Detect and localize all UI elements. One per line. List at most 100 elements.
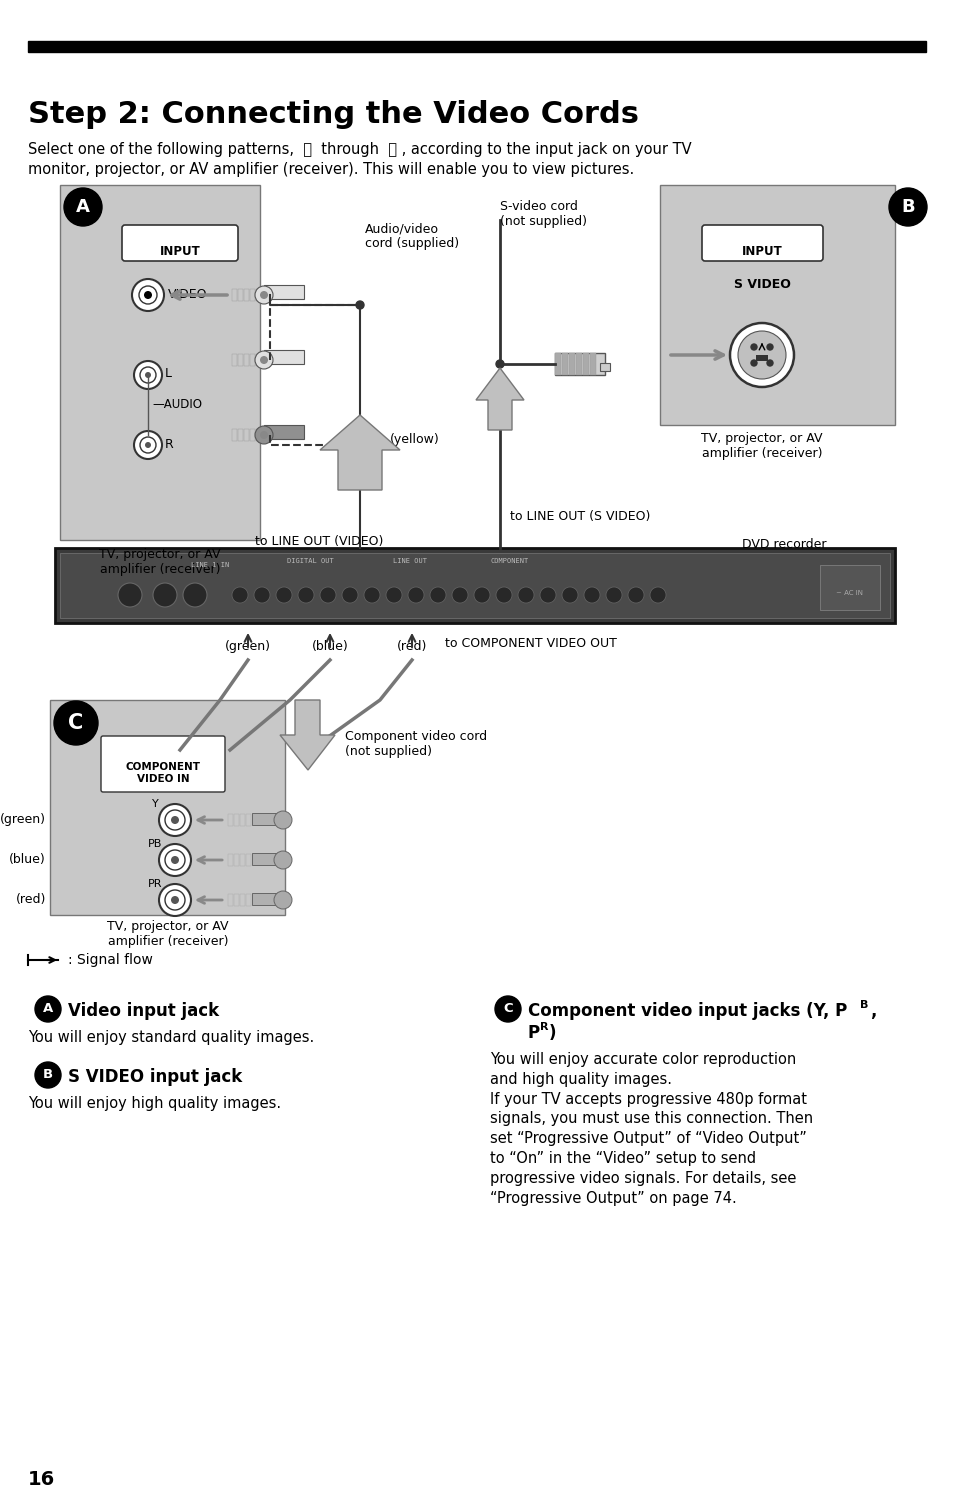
Circle shape bbox=[474, 587, 490, 603]
Bar bbox=[228, 814, 233, 826]
Text: Component video cord
(not supplied): Component video cord (not supplied) bbox=[345, 730, 487, 758]
Text: C: C bbox=[69, 713, 84, 733]
Circle shape bbox=[159, 884, 191, 915]
Circle shape bbox=[145, 372, 151, 377]
Circle shape bbox=[171, 816, 179, 825]
Bar bbox=[250, 429, 254, 441]
Text: Y: Y bbox=[152, 799, 158, 808]
Circle shape bbox=[539, 587, 556, 603]
Text: —AUDIO: —AUDIO bbox=[152, 398, 202, 412]
Text: A: A bbox=[76, 198, 90, 215]
Text: A: A bbox=[43, 1003, 53, 1015]
Circle shape bbox=[496, 360, 503, 369]
Bar bbox=[252, 853, 284, 865]
Text: (red): (red) bbox=[396, 640, 427, 652]
Bar bbox=[246, 895, 251, 906]
Bar bbox=[820, 565, 879, 609]
Bar bbox=[232, 288, 236, 302]
Circle shape bbox=[165, 850, 185, 869]
Bar bbox=[246, 814, 251, 826]
Text: INPUT: INPUT bbox=[740, 245, 781, 259]
Bar bbox=[60, 184, 260, 539]
Bar bbox=[237, 288, 243, 302]
Bar bbox=[561, 354, 567, 374]
Circle shape bbox=[171, 896, 179, 903]
Text: ,: , bbox=[869, 1002, 876, 1019]
Circle shape bbox=[517, 587, 534, 603]
Circle shape bbox=[627, 587, 643, 603]
Bar bbox=[244, 429, 249, 441]
Circle shape bbox=[605, 587, 621, 603]
Circle shape bbox=[145, 441, 151, 447]
Text: B: B bbox=[43, 1068, 53, 1082]
Bar bbox=[599, 363, 609, 372]
Bar bbox=[589, 354, 596, 374]
Circle shape bbox=[583, 587, 599, 603]
Text: LINE OUT: LINE OUT bbox=[393, 559, 427, 565]
Circle shape bbox=[35, 996, 61, 1022]
Text: (green): (green) bbox=[0, 813, 46, 826]
Text: S VIDEO input jack: S VIDEO input jack bbox=[68, 1068, 242, 1086]
Text: to LINE OUT (VIDEO): to LINE OUT (VIDEO) bbox=[254, 535, 383, 548]
Bar bbox=[246, 854, 251, 866]
Circle shape bbox=[738, 331, 785, 379]
Text: B: B bbox=[859, 1000, 867, 1010]
Text: PB: PB bbox=[148, 840, 162, 849]
Bar bbox=[233, 895, 239, 906]
Bar bbox=[264, 425, 304, 438]
Text: PR: PR bbox=[148, 880, 162, 889]
Circle shape bbox=[319, 587, 335, 603]
Circle shape bbox=[254, 426, 273, 444]
Bar bbox=[755, 355, 767, 361]
Text: R: R bbox=[165, 438, 173, 452]
Circle shape bbox=[254, 351, 273, 369]
Text: Video input jack: Video input jack bbox=[68, 1002, 219, 1019]
Text: L: L bbox=[165, 367, 172, 380]
Text: Step 2: Connecting the Video Cords: Step 2: Connecting the Video Cords bbox=[28, 100, 639, 129]
Bar bbox=[244, 288, 249, 302]
Bar bbox=[244, 354, 249, 366]
Circle shape bbox=[766, 360, 772, 366]
Circle shape bbox=[132, 279, 164, 311]
Circle shape bbox=[232, 587, 248, 603]
Circle shape bbox=[274, 811, 292, 829]
Circle shape bbox=[750, 360, 757, 366]
Bar bbox=[255, 429, 261, 441]
Circle shape bbox=[495, 996, 520, 1022]
Circle shape bbox=[297, 587, 314, 603]
Text: COMPONENT: COMPONENT bbox=[491, 559, 529, 565]
Bar bbox=[250, 288, 254, 302]
Polygon shape bbox=[476, 369, 523, 429]
FancyBboxPatch shape bbox=[701, 224, 822, 262]
Bar bbox=[28, 42, 925, 52]
Text: COMPONENT
VIDEO IN: COMPONENT VIDEO IN bbox=[126, 762, 200, 783]
Circle shape bbox=[430, 587, 446, 603]
Text: You will enjoy accurate color reproduction
and high quality images.
If your TV a: You will enjoy accurate color reproducti… bbox=[490, 1052, 812, 1205]
Text: to COMPONENT VIDEO OUT: to COMPONENT VIDEO OUT bbox=[444, 637, 617, 649]
Text: S-video cord
(not supplied): S-video cord (not supplied) bbox=[499, 201, 586, 227]
Bar bbox=[237, 354, 243, 366]
Text: (green): (green) bbox=[225, 640, 271, 652]
Circle shape bbox=[355, 302, 364, 309]
Bar bbox=[50, 700, 285, 915]
Bar bbox=[232, 429, 236, 441]
Circle shape bbox=[133, 361, 162, 389]
Circle shape bbox=[133, 431, 162, 459]
Polygon shape bbox=[319, 415, 399, 490]
Bar bbox=[228, 895, 233, 906]
Bar bbox=[252, 893, 284, 905]
Polygon shape bbox=[280, 700, 335, 770]
Text: You will enjoy high quality images.: You will enjoy high quality images. bbox=[28, 1097, 281, 1112]
Circle shape bbox=[253, 587, 270, 603]
Circle shape bbox=[64, 189, 102, 226]
Circle shape bbox=[408, 587, 423, 603]
Text: C: C bbox=[502, 1003, 513, 1015]
Bar bbox=[252, 813, 284, 825]
Circle shape bbox=[159, 844, 191, 877]
Text: Component video input jacks (Y, P: Component video input jacks (Y, P bbox=[527, 1002, 846, 1019]
Text: B: B bbox=[901, 198, 914, 215]
Text: (red): (red) bbox=[15, 893, 46, 906]
Circle shape bbox=[152, 583, 177, 606]
Text: (yellow): (yellow) bbox=[390, 434, 439, 446]
Text: monitor, projector, or AV amplifier (receiver). This will enable you to view pic: monitor, projector, or AV amplifier (rec… bbox=[28, 162, 634, 177]
